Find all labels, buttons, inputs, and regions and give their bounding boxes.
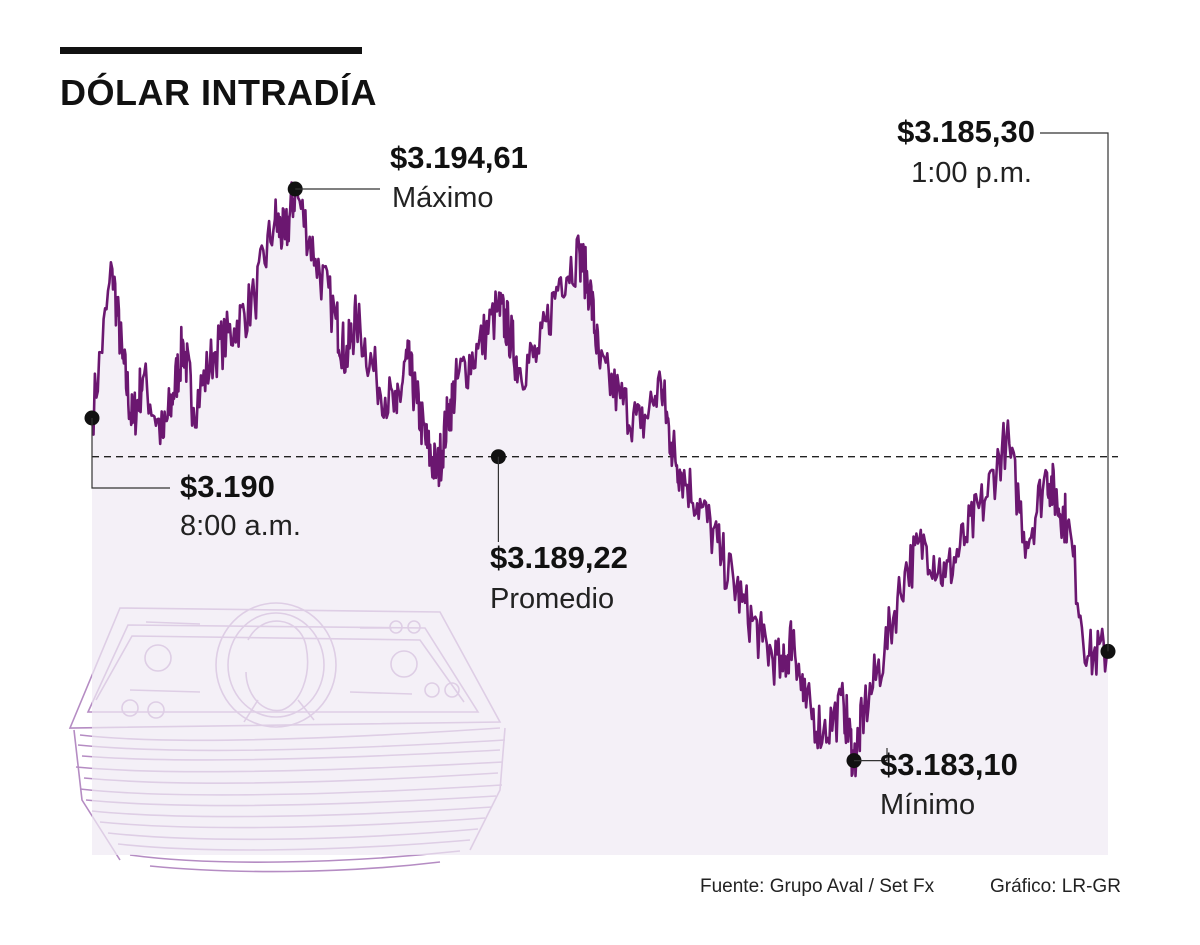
min-leader — [854, 748, 888, 762]
average-marker — [490, 449, 506, 465]
area-fill — [92, 182, 1108, 856]
max-value: $3.194,61 — [390, 140, 528, 175]
average-label: Promedio — [490, 583, 615, 615]
close-value: $3.185,30 — [897, 114, 1035, 149]
close-marker — [1100, 643, 1116, 659]
close-label: 1:00 p.m. — [911, 157, 1032, 189]
min-value: $3.183,10 — [880, 747, 1018, 782]
min-label: Mínimo — [880, 789, 976, 821]
max-label: Máximo — [392, 182, 494, 214]
title-rule — [60, 47, 362, 54]
credit-note: Gráfico: LR-GR — [990, 876, 1121, 897]
average-value: $3.189,22 — [490, 540, 628, 575]
chart-title: DÓLAR INTRADÍA — [60, 72, 377, 113]
series-line — [90, 181, 1110, 778]
leader-lines — [91, 132, 1109, 762]
open-value: $3.190 — [180, 469, 275, 504]
source-note: Fuente: Grupo Aval / Set Fx — [700, 876, 935, 897]
open-label: 8:00 a.m. — [180, 510, 301, 542]
close-leader — [1040, 132, 1109, 652]
open-leader — [91, 417, 170, 489]
